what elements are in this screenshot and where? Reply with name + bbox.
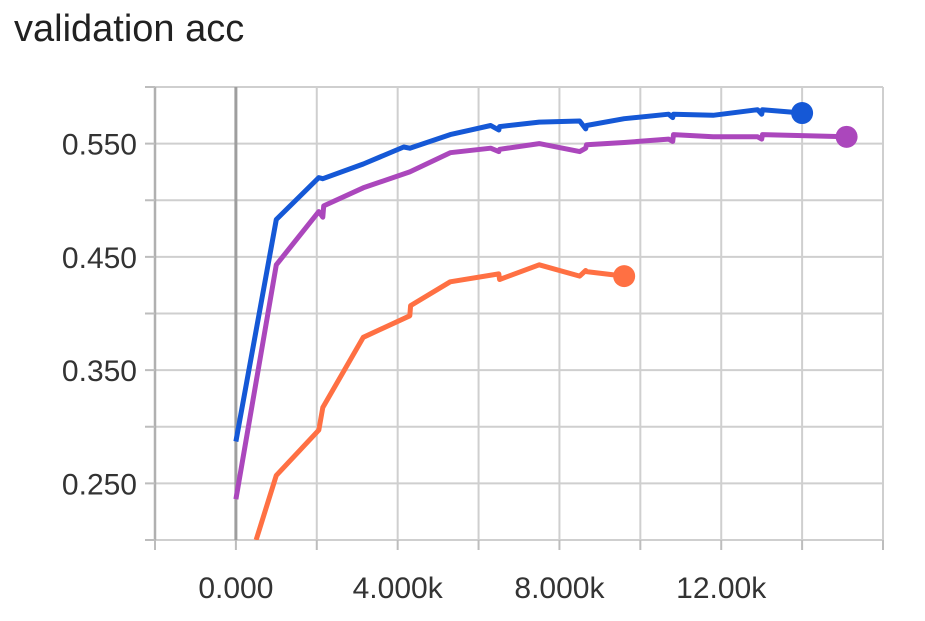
- axes: [145, 86, 884, 550]
- series-line-3: [253, 262, 625, 540]
- x-tick-label: 12.00k: [676, 572, 767, 605]
- chart-title: validation acc: [14, 8, 245, 50]
- series-line-1: [233, 107, 803, 442]
- x-tick-label: 8.000k: [514, 572, 605, 605]
- series-lines: [233, 102, 858, 540]
- y-tick-label: 0.250: [62, 468, 137, 501]
- series-line-2: [233, 132, 847, 500]
- y-tick-label: 0.450: [62, 242, 137, 275]
- series-end-marker-1: [791, 102, 814, 125]
- grid: [153, 86, 884, 541]
- x-tick-label: 4.000k: [353, 572, 444, 605]
- tick-labels: 0.250 0.350 0.450 0.550 0.000 4.000k 8.000k 12.…: [62, 129, 767, 605]
- y-tick-label: 0.350: [62, 355, 137, 388]
- series-end-marker-2: [835, 125, 858, 148]
- y-tick-label: 0.550: [62, 129, 137, 162]
- series-end-marker-3: [613, 265, 636, 288]
- x-tick-label: 0.000: [198, 572, 273, 605]
